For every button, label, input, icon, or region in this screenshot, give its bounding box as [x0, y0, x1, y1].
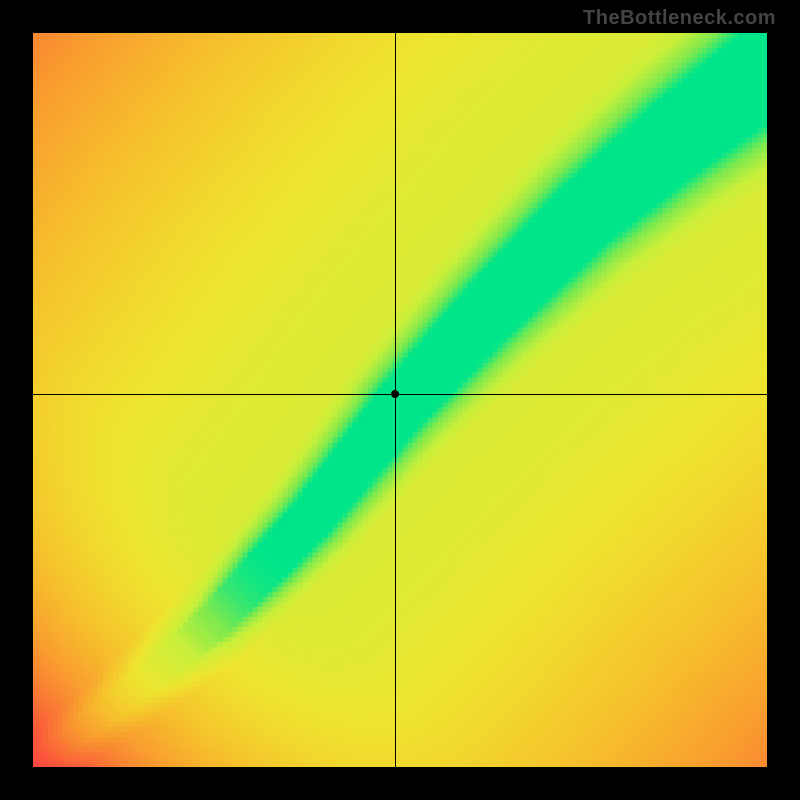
crosshair-horizontal	[33, 394, 767, 395]
crosshair-vertical	[395, 33, 396, 767]
chart-container: { "watermark": { "text": "TheBottleneck.…	[0, 0, 800, 800]
plot-area	[33, 33, 767, 767]
marker-dot	[391, 390, 399, 398]
watermark-text: TheBottleneck.com	[583, 7, 776, 30]
heatmap-canvas	[33, 33, 767, 767]
